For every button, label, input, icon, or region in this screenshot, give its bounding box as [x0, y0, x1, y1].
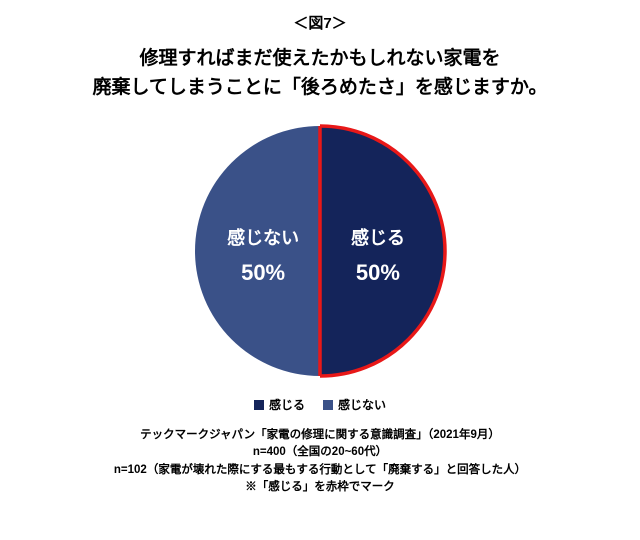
legend-item-not-feel: 感じない	[323, 396, 386, 413]
footer-line-4: ※「感じる」を赤枠でマーク	[245, 481, 395, 493]
footer-line-3: n=102（家電が壊れた際にする最もする行動として「廃棄する」と回答した人）	[114, 464, 526, 476]
title-line-1: 修理すればまだ使えたかもしれない家電を	[139, 48, 500, 69]
legend: 感じる 感じない	[254, 396, 386, 413]
footer-text: テックマークジャパン「家電の修理に関する意識調査」（2021年9月） n=400…	[114, 427, 526, 496]
legend-swatch-not-feel	[323, 400, 333, 410]
footer-line-2: n=400（全国の20~60代）	[253, 446, 387, 458]
footer-line-1: テックマークジャパン「家電の修理に関する意識調査」（2021年9月）	[140, 429, 500, 441]
pie-svg	[191, 122, 449, 380]
legend-item-feel: 感じる	[254, 396, 305, 413]
title-line-2: 廃棄してしまうことに「後ろめたさ」を感じますか。	[92, 77, 547, 98]
legend-label-not-feel: 感じない	[338, 396, 386, 413]
legend-swatch-feel	[254, 400, 264, 410]
pie-slice-not-feel	[195, 126, 320, 376]
pie-chart: 感じる 50% 感じない 50%	[191, 122, 449, 380]
figure-number: ＜図7＞	[293, 12, 346, 33]
chart-title: 修理すればまだ使えたかもしれない家電を 廃棄してしまうことに「後ろめたさ」を感じ…	[92, 45, 547, 102]
pie-slice-feel	[320, 126, 445, 376]
legend-label-feel: 感じる	[269, 396, 305, 413]
